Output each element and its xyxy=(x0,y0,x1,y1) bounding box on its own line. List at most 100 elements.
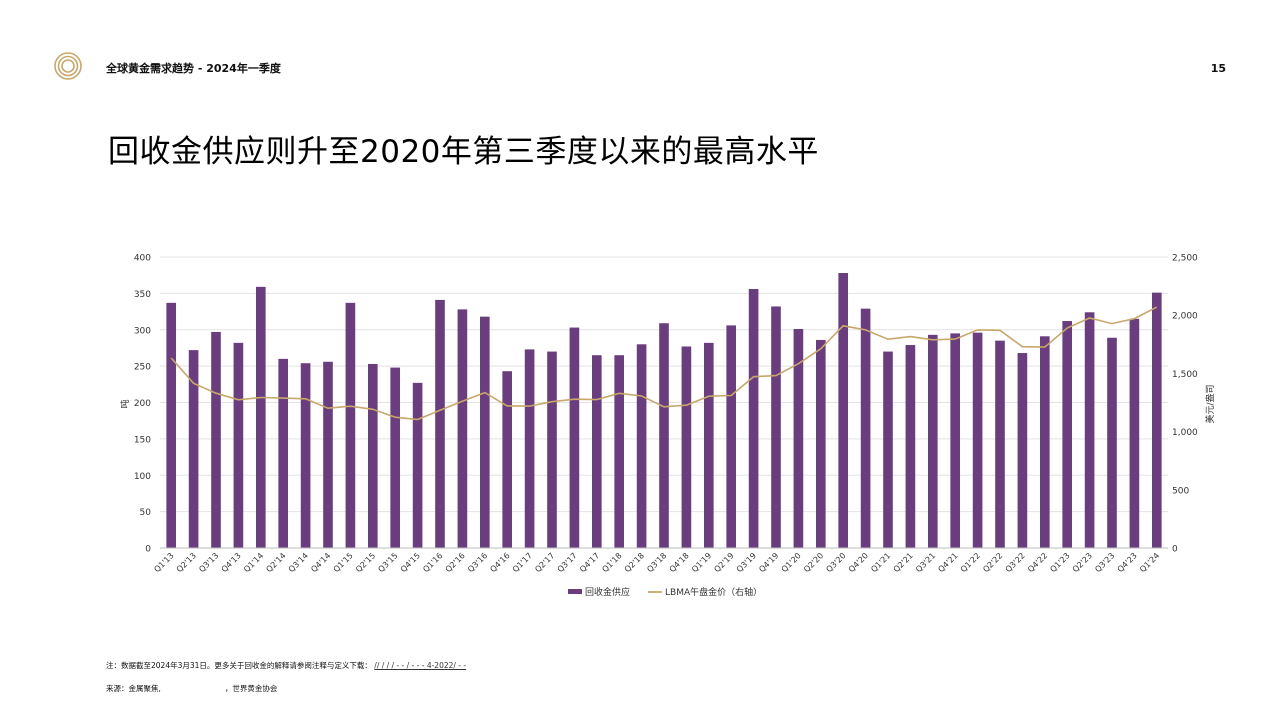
y2-axis-label: 美元/盎司 xyxy=(1204,384,1216,423)
bar xyxy=(995,340,1005,548)
x-tick-label: Q3'18 xyxy=(645,551,668,574)
bar xyxy=(300,363,311,548)
bar xyxy=(1151,292,1162,548)
bar xyxy=(771,306,781,548)
bar xyxy=(1084,312,1095,548)
bar xyxy=(793,329,804,548)
x-tick-label: Q3'22 xyxy=(1004,551,1027,574)
x-tick-label: Q2'14 xyxy=(264,551,287,574)
x-tick-label: Q3'15 xyxy=(376,551,399,574)
y-axis-label: 吨 xyxy=(119,399,131,408)
bar xyxy=(233,342,244,548)
bar xyxy=(681,346,692,548)
page-title: 回收金供应则升至2020年第三季度以来的最高水平 xyxy=(108,134,819,170)
bar xyxy=(211,331,221,548)
x-tick-label: Q3'20 xyxy=(824,551,847,574)
bar xyxy=(860,308,871,548)
x-tick-label: Q1'24 xyxy=(1138,551,1161,574)
x-tick-label: Q1'13 xyxy=(152,551,175,574)
report-title: 全球黄金需求趋势 - 2024年一季度 xyxy=(106,62,281,75)
x-tick-label: Q2'15 xyxy=(354,551,377,574)
x-tick-label: Q4'20 xyxy=(847,551,870,574)
bar xyxy=(950,333,961,548)
legend-swatch-recycling xyxy=(568,589,582,594)
source-prefix: 来源：金属聚焦, xyxy=(106,684,161,693)
y2-tick-label: 1,000 xyxy=(1172,428,1198,438)
x-tick-label: Q3'14 xyxy=(287,551,310,574)
y2-tick-label: 0 xyxy=(1172,545,1178,555)
y-tick-label: 150 xyxy=(134,435,151,445)
x-tick-label: Q1'21 xyxy=(869,551,892,574)
x-tick-label: Q2'18 xyxy=(623,551,646,574)
x-tick-label: Q2'13 xyxy=(175,551,198,574)
footnote-text: 注：数据截至2024年3月31日。更多关于回收金的解释请参阅注释与定义下载： xyxy=(106,661,372,670)
brand-logo xyxy=(54,52,82,80)
x-tick-label: Q1'20 xyxy=(780,551,803,574)
bar xyxy=(345,302,356,548)
x-tick-label: Q3'19 xyxy=(735,551,758,574)
bar xyxy=(703,342,714,548)
x-tick-label: Q4'15 xyxy=(399,551,422,574)
bar xyxy=(278,358,289,548)
download-link[interactable]: // / / / - - / - - - 4-2022/ - - xyxy=(374,661,467,670)
y2-tick-label: 500 xyxy=(1172,486,1189,496)
x-tick-label: Q1'23 xyxy=(1048,551,1071,574)
footnote: 注：数据截至2024年3月31日。更多关于回收金的解释请参阅注释与定义下载： /… xyxy=(106,660,466,671)
y-tick-label: 300 xyxy=(134,326,151,336)
y-tick-label: 400 xyxy=(134,254,151,264)
x-tick-label: Q1'17 xyxy=(511,551,534,574)
x-tick-label: Q3'16 xyxy=(466,551,489,574)
bar xyxy=(390,367,401,548)
bar xyxy=(1129,318,1140,548)
bar xyxy=(1017,353,1028,548)
y-tick-label: 250 xyxy=(134,363,151,373)
x-tick-label: Q2'23 xyxy=(1071,551,1094,574)
x-tick-label: Q2'22 xyxy=(981,551,1004,574)
page-number: 15 xyxy=(1210,62,1226,75)
bar xyxy=(502,371,513,548)
bar xyxy=(323,361,333,548)
bar xyxy=(435,299,445,548)
x-tick-label: Q3'21 xyxy=(914,551,937,574)
y2-tick-label: 2,000 xyxy=(1172,312,1198,322)
x-tick-label: Q2'21 xyxy=(892,551,915,574)
x-tick-label: Q1'18 xyxy=(600,551,623,574)
y2-tick-label: 2,500 xyxy=(1172,254,1198,264)
y-tick-label: 50 xyxy=(140,508,152,518)
x-tick-label: Q4'23 xyxy=(1116,551,1139,574)
x-tick-label: Q1'16 xyxy=(421,551,444,574)
y-tick-label: 0 xyxy=(145,545,151,555)
bar xyxy=(927,334,938,548)
bar xyxy=(1107,337,1117,548)
bar xyxy=(883,351,893,548)
y-tick-label: 200 xyxy=(134,399,151,409)
bar xyxy=(524,349,535,548)
bar xyxy=(255,286,266,548)
y-tick-label: 350 xyxy=(134,290,151,300)
x-tick-label: Q1'19 xyxy=(690,551,713,574)
x-tick-label: Q2'16 xyxy=(444,551,467,574)
bar xyxy=(479,316,490,548)
x-tick-label: Q3'23 xyxy=(1093,551,1116,574)
x-tick-label: Q2'17 xyxy=(533,551,556,574)
bar xyxy=(614,355,625,548)
x-tick-label: Q1'15 xyxy=(332,551,355,574)
bar xyxy=(188,350,199,548)
x-tick-label: Q3'17 xyxy=(556,551,579,574)
legend-label-lbma: LBMA午盘金价（右轴） xyxy=(665,586,762,598)
x-tick-label: Q1'14 xyxy=(242,551,265,574)
legend-label-recycling: 回收金供应 xyxy=(585,586,630,598)
bar xyxy=(815,339,826,548)
bar xyxy=(1039,336,1050,548)
y2-tick-label: 1,500 xyxy=(1172,370,1198,380)
y-tick-label: 100 xyxy=(134,472,151,482)
bar xyxy=(1062,321,1073,548)
bar xyxy=(412,382,423,548)
bar xyxy=(569,327,580,548)
x-tick-label: Q4'18 xyxy=(668,551,691,574)
x-tick-label: Q3'13 xyxy=(197,551,220,574)
x-tick-label: Q4'19 xyxy=(757,551,780,574)
x-tick-label: Q4'17 xyxy=(578,551,601,574)
bar xyxy=(659,323,669,548)
